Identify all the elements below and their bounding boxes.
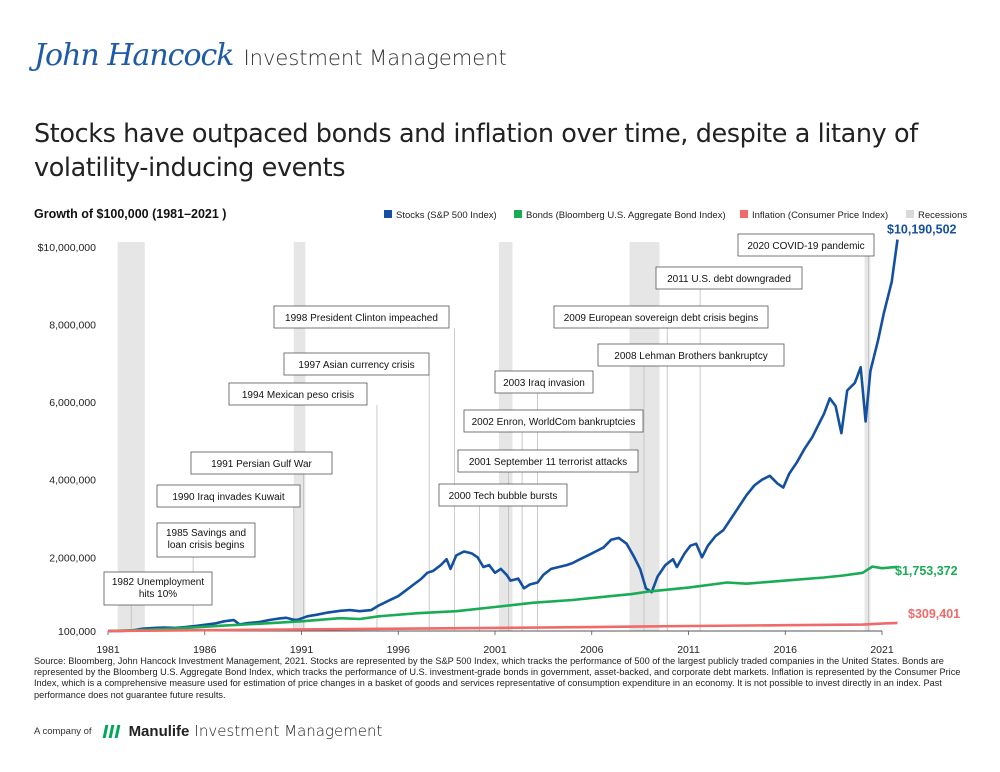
series-end-label-1: $1,753,372 <box>895 564 958 578</box>
annotation-text-11: 2008 Lehman Brothers bankruptcy <box>614 351 767 362</box>
annotation-box-1 <box>156 522 256 558</box>
x-tick-label-6: 2011 <box>677 644 700 655</box>
footer: A company of Manulife Investment Managem… <box>34 722 382 740</box>
y-tick-label-3: 6,000,000 <box>49 397 96 409</box>
annotation-box-7 <box>438 483 568 507</box>
annotation-text-1-1: loan crisis begins <box>168 540 245 551</box>
annotation-box-10 <box>494 370 594 394</box>
x-tick-label-2: 1991 <box>290 644 314 655</box>
x-tick-label-3: 1996 <box>387 644 411 655</box>
annotation-text-7: 2000 Tech bubble bursts <box>449 491 558 502</box>
chart-title: Growth of $100,000 (1981–2021 ) <box>34 207 227 221</box>
recession-band-0 <box>117 242 145 631</box>
annotation-text-13: 2011 U.S. debt downgraded <box>667 274 791 285</box>
source-note: Source: Bloomberg, John Hancock Investme… <box>34 656 961 700</box>
legend-label-1: Bonds (Bloomberg U.S. Aggregate Bond Ind… <box>526 210 726 221</box>
annotation-text-14: 2020 COVID-19 pandemic <box>747 241 864 252</box>
recession-band-4 <box>864 242 871 631</box>
annotation-text-5: 1997 Asian currency crisis <box>298 360 414 371</box>
x-tick-label-7: 2016 <box>774 644 798 655</box>
series-line-0 <box>108 239 899 633</box>
annotation-text-3: 1991 Persian Gulf War <box>211 459 312 470</box>
growth-chart: 100,000 2,000,000 4,000,000 6,000,000 8,000,… <box>38 210 967 655</box>
y-tick-label-4: 8,000,000 <box>49 320 96 332</box>
annotation-box-6 <box>273 305 450 329</box>
annotation-box-8 <box>457 449 639 473</box>
annotation-box-4 <box>228 382 368 406</box>
x-tick-label-5: 2006 <box>580 644 604 655</box>
legend-label-3: Recessions <box>918 210 967 221</box>
x-tick-label-4: 2001 <box>483 644 507 655</box>
annotation-text-4: 1994 Mexican peso crisis <box>242 390 354 401</box>
annotation-box-13 <box>655 266 803 290</box>
annotation-text-0-0: 1982 Unemployment <box>112 577 204 588</box>
x-tick-label-1: 1986 <box>193 644 217 655</box>
legend-swatch-0 <box>384 210 392 218</box>
series-line-2 <box>107 621 898 633</box>
legend-swatch-2 <box>740 210 748 218</box>
annotation-text-12: 2009 European sovereign debt crisis begi… <box>564 313 759 324</box>
logo-suffix: Investment Management <box>243 46 507 70</box>
annotation-box-0 <box>103 571 213 606</box>
recession-band-2 <box>498 242 513 631</box>
recession-band-1 <box>293 242 306 631</box>
legend-label-2: Inflation (Consumer Price Index) <box>752 210 888 221</box>
x-tick-label-8: 2021 <box>870 644 894 655</box>
manulife-brand: Manulife <box>128 722 190 740</box>
annotation-box-12 <box>553 305 769 329</box>
annotation-text-6: 1998 President Clinton impeached <box>285 313 438 324</box>
annotation-text-0-1: hits 10% <box>139 589 177 600</box>
legend-label-0: Stocks (S&P 500 Index) <box>396 210 497 221</box>
legend-swatch-3 <box>906 210 914 218</box>
annotation-text-9: 2002 Enron, WorldCom bankruptcies <box>472 417 636 428</box>
series-end-label-0: $10,190,502 <box>887 223 957 237</box>
legend-swatch-1 <box>514 210 522 218</box>
series-line-1 <box>107 565 898 633</box>
annotation-text-1-0: 1985 Savings and <box>166 528 246 539</box>
annotation-box-3 <box>190 451 333 475</box>
recession-band-3 <box>629 242 660 631</box>
annotation-box-11 <box>597 343 785 367</box>
annotation-text-2: 1990 Iraq invades Kuwait <box>172 492 285 503</box>
annotation-box-14 <box>737 233 875 257</box>
annotation-text-10: 2003 Iraq invasion <box>503 378 585 389</box>
annotation-box-2 <box>156 484 301 508</box>
annotation-box-9 <box>463 409 644 433</box>
john-hancock-wordmark: John Hancock <box>34 38 234 73</box>
annotation-box-5 <box>283 352 430 376</box>
y-tick-label-1: 2,000,000 <box>49 552 96 564</box>
series-end-label-2: $309,401 <box>908 607 960 621</box>
annotation-text-8: 2001 September 11 terrorist attacks <box>469 457 627 468</box>
manulife-logo-icon <box>102 724 120 738</box>
company-of-label: A company of <box>34 725 92 737</box>
footer-suffix: Investment Management <box>194 722 383 740</box>
john-hancock-logo: John Hancock Investment Management <box>34 38 507 73</box>
x-tick-label-0: 1981 <box>96 644 120 655</box>
page-title: Stocks have outpaced bonds and inflation… <box>34 119 918 183</box>
y-tick-label-0: 100,000 <box>58 626 96 638</box>
y-tick-label-5: $10,000,000 <box>38 242 97 254</box>
y-tick-label-2: 4,000,000 <box>49 475 96 487</box>
